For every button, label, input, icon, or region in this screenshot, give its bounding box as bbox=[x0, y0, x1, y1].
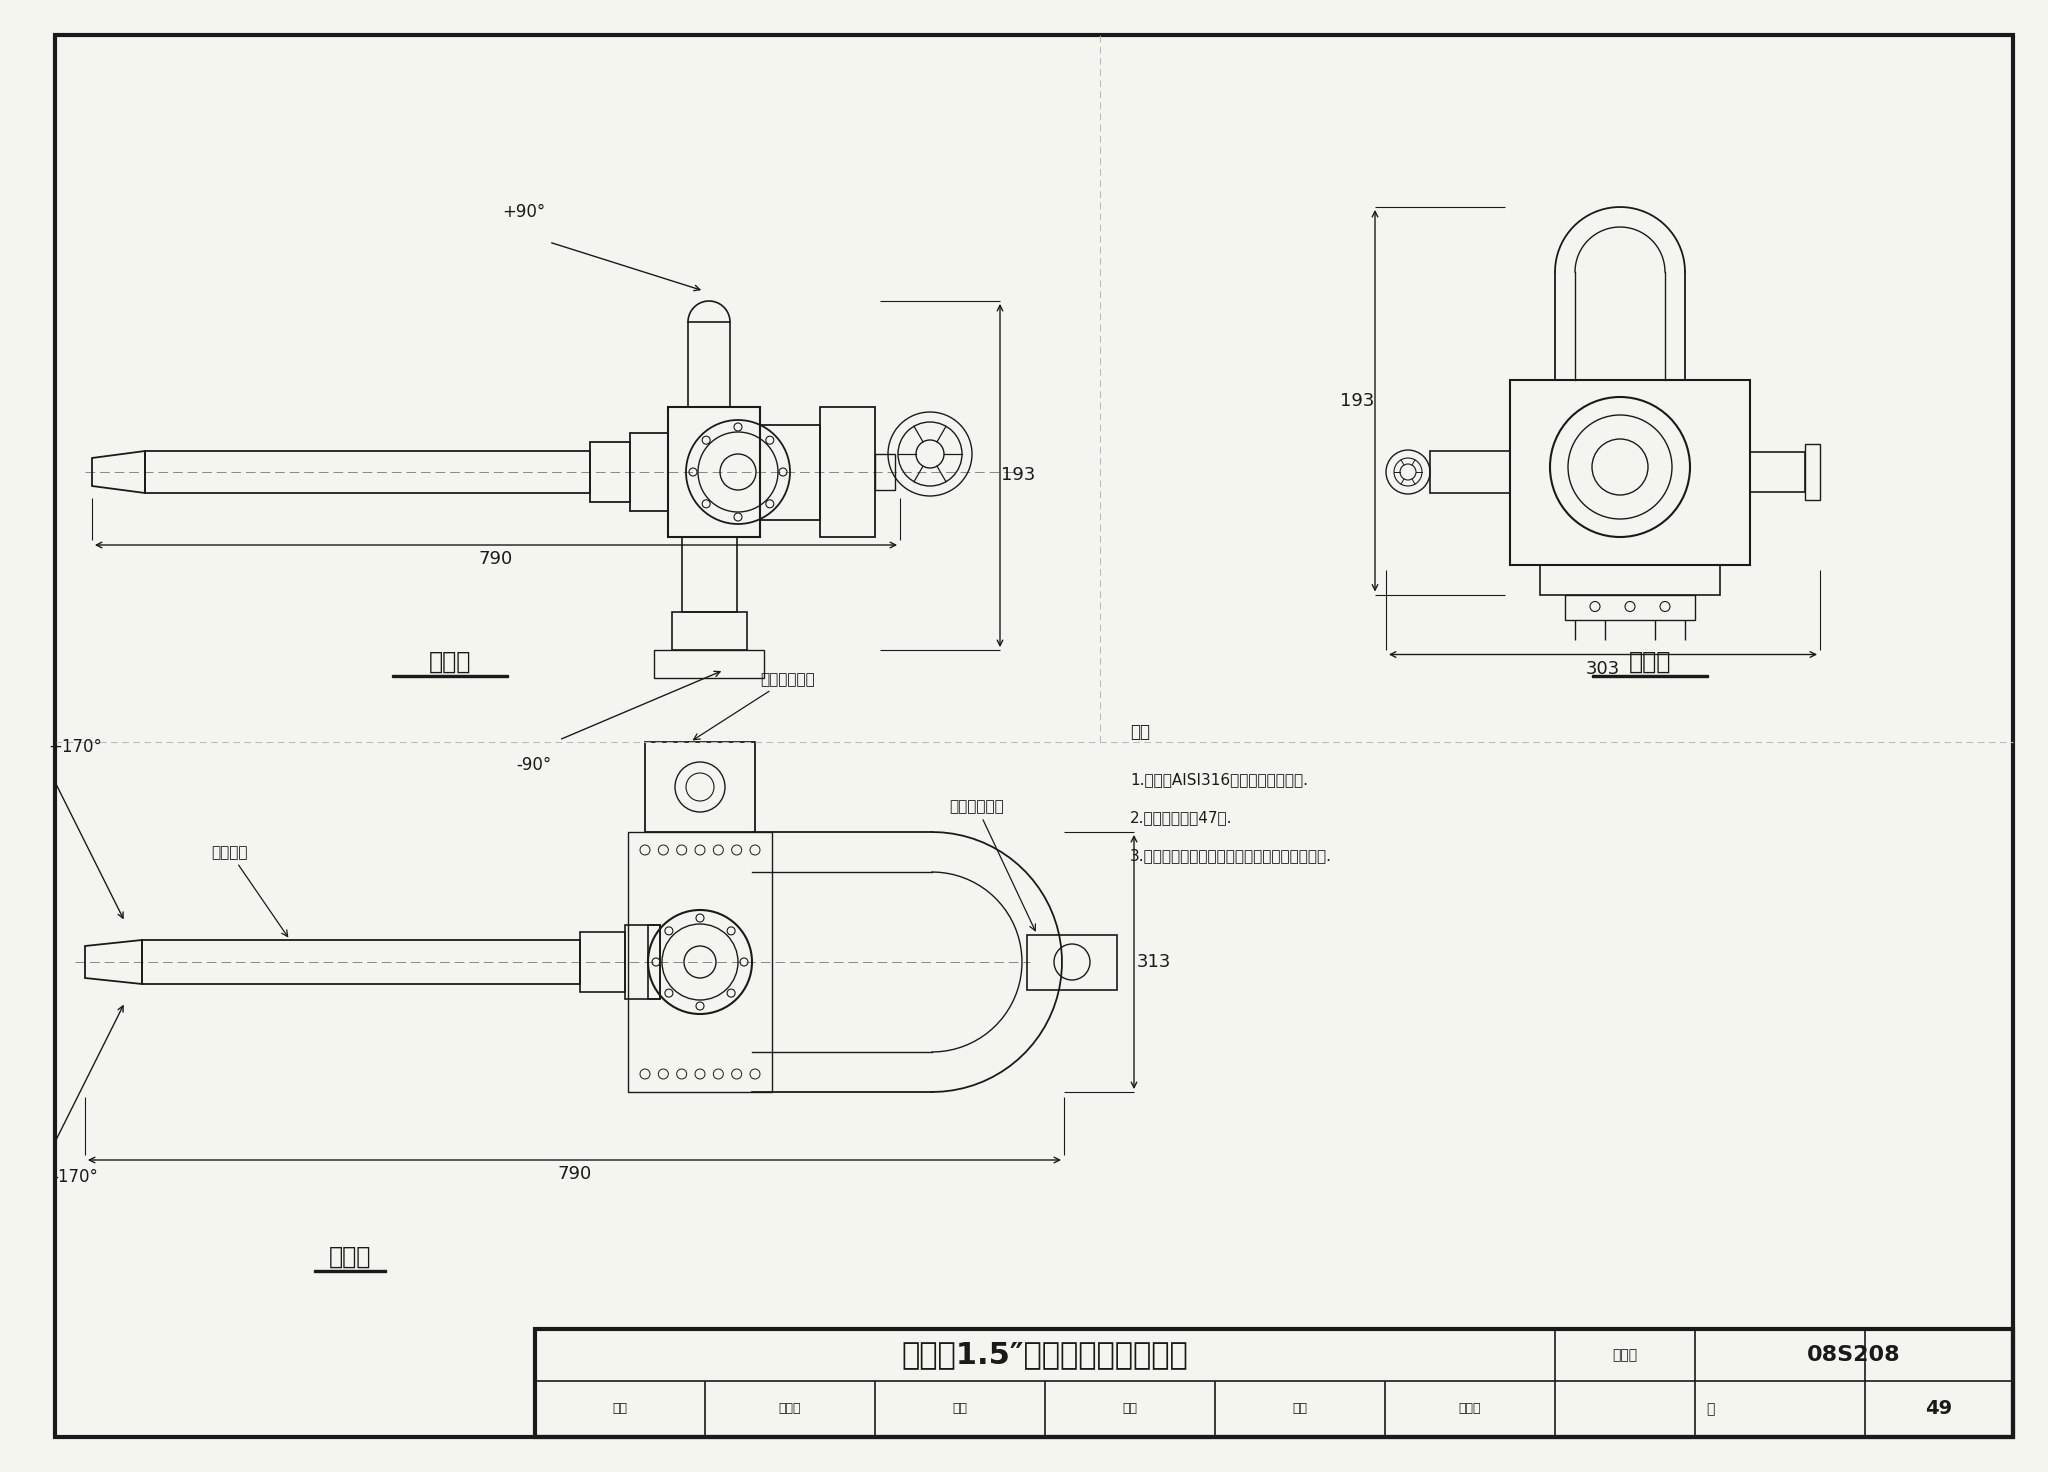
Bar bbox=[682, 537, 737, 612]
Bar bbox=[645, 742, 756, 832]
Bar bbox=[590, 442, 631, 502]
Text: 垂直旋转电机: 垂直旋转电机 bbox=[694, 673, 815, 740]
Bar bbox=[631, 433, 668, 511]
Text: 泡沫喷管: 泡沫喷管 bbox=[211, 845, 287, 936]
Bar bbox=[1026, 935, 1116, 989]
Text: 2.性能参数见第47页.: 2.性能参数见第47页. bbox=[1130, 811, 1233, 826]
Text: 戚晓专: 戚晓专 bbox=[778, 1403, 801, 1416]
Text: 313: 313 bbox=[1137, 952, 1171, 972]
Bar bbox=[580, 932, 625, 992]
Bar bbox=[629, 832, 772, 1092]
Text: 王世杰: 王世杰 bbox=[1458, 1403, 1481, 1416]
Bar bbox=[391, 674, 508, 677]
Bar bbox=[874, 453, 895, 490]
Text: -90°: -90° bbox=[516, 757, 551, 774]
Bar bbox=[653, 651, 764, 679]
Text: 49: 49 bbox=[1925, 1400, 1952, 1419]
Text: 303: 303 bbox=[1585, 659, 1620, 677]
Text: 08S208: 08S208 bbox=[1806, 1345, 1901, 1365]
Text: 侧立面: 侧立面 bbox=[1628, 651, 1671, 674]
Text: 斯纳克1.5″消防泡沫炮外形尺寸: 斯纳克1.5″消防泡沫炮外形尺寸 bbox=[901, 1341, 1188, 1369]
Text: 1.炮身为AISI316铝合金，阀门为铜.: 1.炮身为AISI316铝合金，阀门为铜. bbox=[1130, 773, 1309, 788]
Text: 图集号: 图集号 bbox=[1612, 1348, 1638, 1362]
Text: 设计: 设计 bbox=[1292, 1403, 1307, 1416]
Bar bbox=[145, 450, 590, 493]
Bar bbox=[668, 406, 760, 537]
Bar bbox=[688, 322, 729, 406]
Text: 页: 页 bbox=[1706, 1401, 1714, 1416]
Bar bbox=[535, 1329, 2013, 1437]
Bar bbox=[1509, 380, 1749, 564]
Text: 193: 193 bbox=[1339, 392, 1374, 409]
Bar bbox=[1804, 445, 1821, 500]
Text: 正立面: 正立面 bbox=[428, 651, 471, 674]
Text: 刘芳: 刘芳 bbox=[1122, 1403, 1137, 1416]
Text: +90°: +90° bbox=[502, 203, 545, 221]
Text: 193: 193 bbox=[1001, 467, 1034, 484]
Bar bbox=[1540, 564, 1720, 595]
Text: 3.按法国博克专业消防装备有限公司的资料编制.: 3.按法国博克专业消防装备有限公司的资料编制. bbox=[1130, 848, 1331, 864]
Text: 注：: 注： bbox=[1130, 723, 1151, 740]
Text: 校对: 校对 bbox=[952, 1403, 967, 1416]
Bar bbox=[1430, 450, 1509, 493]
Bar bbox=[1565, 595, 1696, 620]
Bar bbox=[819, 406, 874, 537]
Bar bbox=[141, 941, 580, 983]
Text: -170°: -170° bbox=[51, 1167, 98, 1186]
Text: +170°: +170° bbox=[47, 737, 102, 757]
Text: 790: 790 bbox=[557, 1164, 592, 1183]
Bar bbox=[1591, 674, 1708, 677]
Text: 水平旋转电机: 水平旋转电机 bbox=[950, 799, 1036, 930]
Bar bbox=[313, 1269, 385, 1272]
Bar bbox=[647, 924, 659, 999]
Text: 平面图: 平面图 bbox=[330, 1245, 371, 1269]
Text: 审核: 审核 bbox=[612, 1403, 627, 1416]
Bar bbox=[625, 924, 659, 999]
Bar bbox=[672, 612, 748, 651]
Bar bbox=[1749, 452, 1804, 492]
Bar bbox=[760, 424, 819, 520]
Text: 790: 790 bbox=[479, 551, 514, 568]
